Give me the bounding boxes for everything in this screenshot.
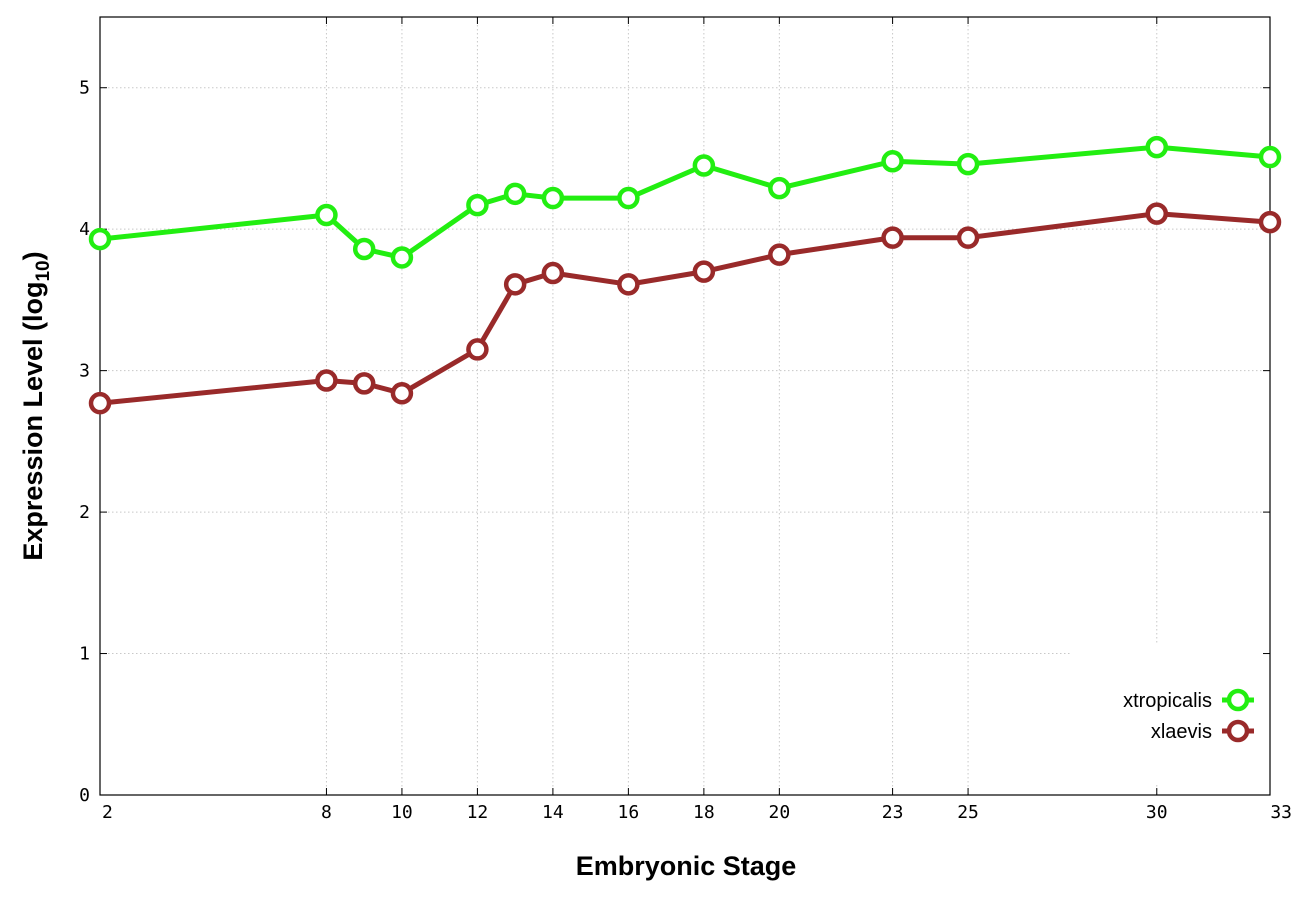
data-point-xtropicalis	[956, 152, 980, 176]
y-axis-title-main: Expression Level (log	[18, 282, 48, 561]
data-point-xtropicalis	[881, 150, 904, 173]
x-tick-label: 33	[1270, 802, 1292, 823]
x-tick-label: 10	[391, 802, 413, 823]
data-point-xtropicalis	[88, 227, 112, 251]
legend-swatch-marker-xlaevis	[1226, 719, 1250, 743]
data-point-xtropicalis	[390, 246, 414, 269]
legend-background	[1072, 644, 1262, 784]
data-point-xlaevis	[315, 369, 338, 392]
data-point-xlaevis	[692, 260, 716, 283]
grid-lines	[100, 17, 1270, 795]
data-point-xtropicalis	[466, 193, 489, 217]
data-point-xlaevis	[390, 382, 414, 405]
y-tick-label: 2	[79, 502, 90, 523]
x-tick-label: 8	[321, 802, 332, 823]
x-tick-label: 2	[102, 802, 113, 823]
legend-label-xtropicalis: xtropicalis	[1123, 690, 1212, 712]
y-tick-label: 5	[79, 78, 90, 99]
x-tick-label: 30	[1146, 802, 1168, 823]
series-line-xlaevis	[99, 211, 1271, 406]
data-point-xtropicalis	[692, 154, 716, 177]
y-axis-title-subscript: 10	[33, 260, 54, 281]
data-point-xtropicalis	[541, 186, 565, 210]
series-layer	[88, 135, 1282, 415]
legend-label-xlaevis: xlaevis	[1151, 721, 1212, 743]
x-tick-label: 18	[693, 802, 715, 823]
x-tick-label: 16	[618, 802, 640, 823]
data-point-xlaevis	[466, 338, 489, 361]
data-point-xlaevis	[503, 273, 527, 296]
data-point-xtropicalis	[1258, 145, 1282, 169]
data-point-xlaevis	[617, 273, 640, 296]
data-point-xlaevis	[352, 372, 376, 395]
legend: xtropicalis xlaevis	[1123, 688, 1254, 743]
x-tick-label: 23	[882, 802, 904, 823]
y-tick-label: 3	[79, 361, 90, 382]
y-tick-label: 0	[79, 785, 90, 806]
data-point-xlaevis	[956, 226, 980, 249]
x-tick-label: 14	[542, 802, 564, 823]
data-point-xtropicalis	[352, 237, 376, 261]
data-point-xlaevis	[88, 391, 112, 415]
y-tick-label: 4	[79, 219, 90, 240]
data-point-xlaevis	[1145, 202, 1169, 225]
legend-swatch-marker-xtropicalis	[1226, 688, 1250, 712]
data-point-xtropicalis	[617, 186, 640, 210]
series-line-xtropicalis	[99, 144, 1271, 260]
data-point-xlaevis	[768, 243, 791, 266]
x-axis-title: Embryonic Stage	[576, 851, 797, 881]
x-tick-label: 12	[467, 802, 489, 823]
x-tick-label: 20	[769, 802, 791, 823]
data-point-xlaevis	[1258, 210, 1282, 234]
data-point-xtropicalis	[1145, 135, 1169, 159]
y-axis-title-close: )	[18, 251, 48, 260]
y-tick-label: 1	[79, 644, 90, 665]
data-point-xtropicalis	[315, 203, 338, 227]
x-tick-label: 25	[957, 802, 979, 823]
data-point-xlaevis	[541, 261, 565, 285]
data-point-xtropicalis	[768, 176, 791, 200]
data-point-xlaevis	[881, 226, 904, 249]
y-axis-title: Expression Level (log10)	[18, 251, 54, 560]
data-point-xtropicalis	[503, 182, 527, 206]
